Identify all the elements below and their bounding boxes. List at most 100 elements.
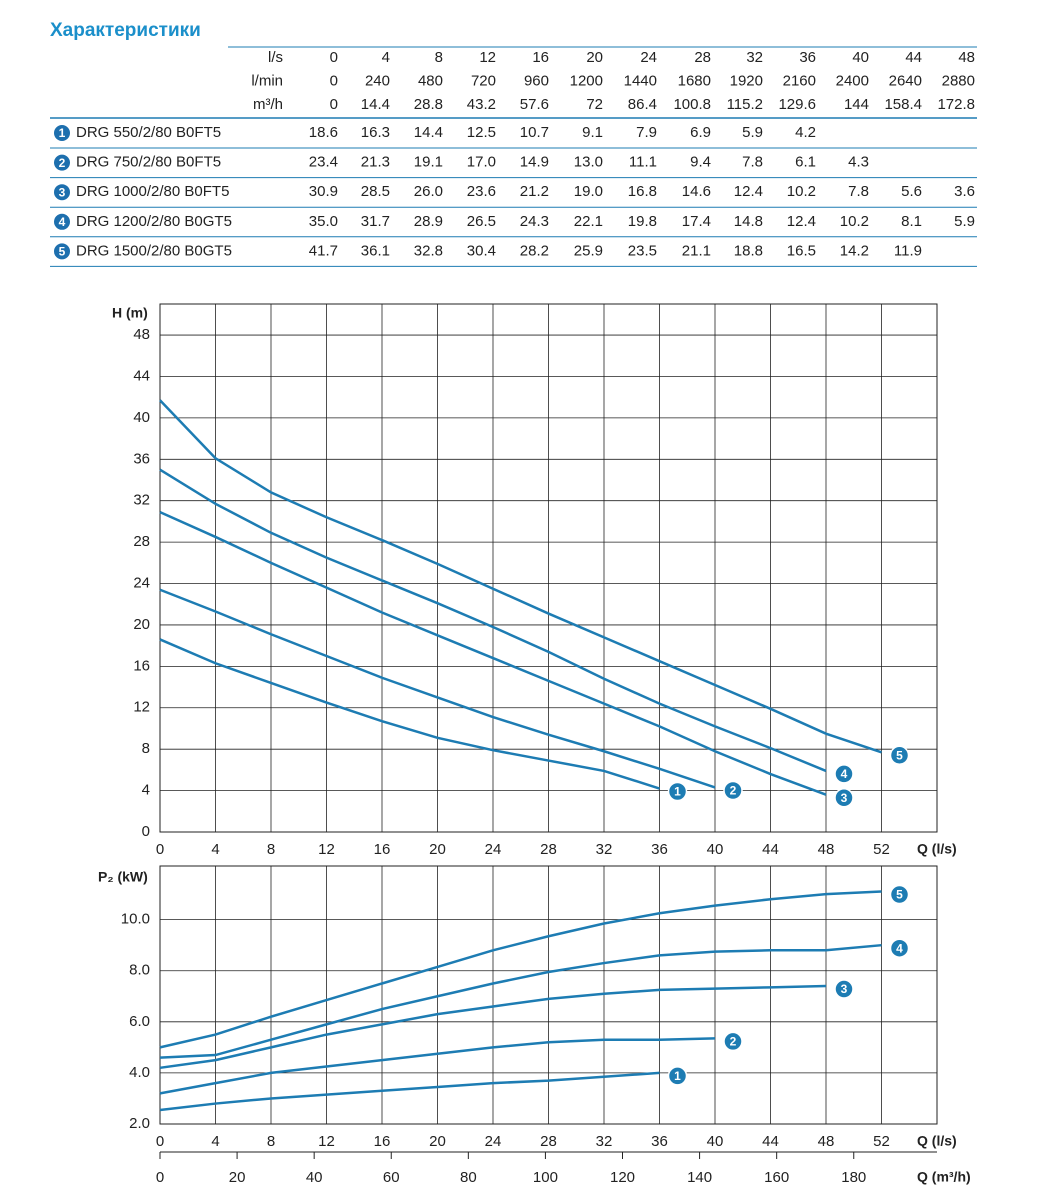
header-cell: 4 [382, 49, 390, 66]
header-cell: 100.8 [673, 96, 711, 113]
header-label: l/min [251, 72, 283, 89]
cell: 9.4 [690, 154, 711, 171]
row-marker-circle [54, 154, 70, 171]
header-cell: 960 [524, 72, 549, 89]
row-name: DRG 550/2/80 B0FT5 [76, 124, 221, 141]
x-tick-label: 0 [156, 1133, 164, 1150]
y-tick-label: 36 [133, 450, 150, 467]
header-cell: 158.4 [884, 96, 922, 113]
x-tick-label: 48 [818, 1133, 835, 1150]
cell: 7.8 [848, 183, 869, 200]
header-cell: 1440 [624, 72, 657, 89]
series-line [159, 984, 827, 1070]
series-marker [834, 979, 854, 999]
series-line [159, 890, 882, 1049]
x-tick-label: 24 [485, 1133, 502, 1150]
header-cell: 36 [799, 49, 816, 66]
row-marker-circle [54, 243, 70, 260]
header-cell: 480 [418, 72, 443, 89]
header-cell: 12 [479, 49, 496, 66]
header-cell: 0 [330, 72, 338, 89]
series-marker [723, 780, 743, 801]
y-tick-label: 16 [133, 657, 150, 674]
cell: 7.8 [742, 154, 763, 171]
header-cell: 28.8 [414, 96, 443, 113]
cell: 24.3 [520, 213, 549, 230]
header-cell: 72 [586, 96, 603, 113]
x-tick-label: 36 [651, 841, 668, 858]
row-marker: 1 [59, 126, 66, 140]
x2-tick-label: 0 [156, 1169, 164, 1186]
cell: 6.9 [690, 124, 711, 141]
cell: 41.7 [309, 242, 338, 259]
series-label: 4 [896, 941, 903, 955]
x2-tick-label: 100 [533, 1169, 558, 1186]
x-tick-label: 40 [707, 841, 724, 858]
header-cell: 32 [746, 49, 763, 66]
header-cell: 86.4 [628, 96, 657, 113]
header-cell: 2880 [942, 72, 975, 89]
row-marker: 5 [59, 245, 66, 259]
cell: 35.0 [309, 213, 338, 230]
x-tick-label: 52 [873, 1133, 890, 1150]
x2-tick-label: 160 [764, 1169, 789, 1186]
series-label: 3 [841, 791, 848, 805]
series-line [159, 638, 660, 790]
cell: 14.8 [734, 213, 763, 230]
series-line [159, 1071, 660, 1112]
cell: 19.1 [414, 154, 443, 171]
cell: 21.3 [361, 154, 390, 171]
x-tick-label: 12 [318, 841, 335, 858]
series-marker [723, 1031, 743, 1052]
header-cell: 40 [852, 49, 869, 66]
x-tick-label: 20 [429, 1133, 446, 1150]
series-line [159, 510, 827, 796]
header-cell: 172.8 [937, 96, 975, 113]
cell: 36.1 [361, 242, 390, 259]
series-label: 3 [841, 982, 848, 996]
cell: 14.2 [840, 242, 869, 259]
series-label: 2 [730, 784, 737, 798]
cell: 12.5 [467, 124, 496, 141]
x-tick-label: 28 [540, 841, 557, 858]
cell: 12.4 [734, 183, 763, 200]
x-tick-label: 44 [762, 841, 779, 858]
header-cell: 2640 [889, 72, 922, 89]
cell: 9.1 [582, 124, 603, 141]
x2-tick-label: 20 [229, 1169, 246, 1186]
series-label: 4 [841, 767, 848, 781]
series-line [159, 399, 882, 754]
x2-axis-title: Q (m³/h) [917, 1169, 971, 1185]
x-tick-label: 8 [267, 841, 275, 858]
cell: 12.4 [787, 213, 816, 230]
row-name: DRG 1000/2/80 B0FT5 [76, 183, 229, 200]
cell: 26.5 [467, 213, 496, 230]
series-marker [889, 745, 910, 766]
cell: 6.1 [795, 154, 816, 171]
header-cell: 1920 [730, 72, 763, 89]
cell: 18.8 [734, 242, 763, 259]
x2-tick-label: 60 [383, 1169, 400, 1186]
cell: 10.7 [520, 124, 549, 141]
cell: 3.6 [954, 183, 975, 200]
cell: 23.5 [628, 242, 657, 259]
series-line [159, 943, 882, 1059]
cell: 16.8 [628, 183, 657, 200]
cell: 31.7 [361, 213, 390, 230]
x-tick-label: 44 [762, 1133, 779, 1150]
x-tick-label: 24 [485, 841, 502, 858]
row-marker: 2 [59, 156, 66, 170]
y-tick-label: 8.0 [129, 962, 150, 979]
x-tick-label: 16 [374, 841, 391, 858]
cell: 10.2 [787, 183, 816, 200]
cell: 25.9 [574, 242, 603, 259]
x-tick-label: 16 [374, 1133, 391, 1150]
header-cell: 1200 [570, 72, 603, 89]
x2-tick-label: 140 [687, 1169, 712, 1186]
cell: 18.6 [309, 124, 338, 141]
x-tick-label: 52 [873, 841, 890, 858]
cell: 28.5 [361, 183, 390, 200]
series-label: 5 [896, 748, 903, 762]
cell: 4.2 [795, 124, 816, 141]
